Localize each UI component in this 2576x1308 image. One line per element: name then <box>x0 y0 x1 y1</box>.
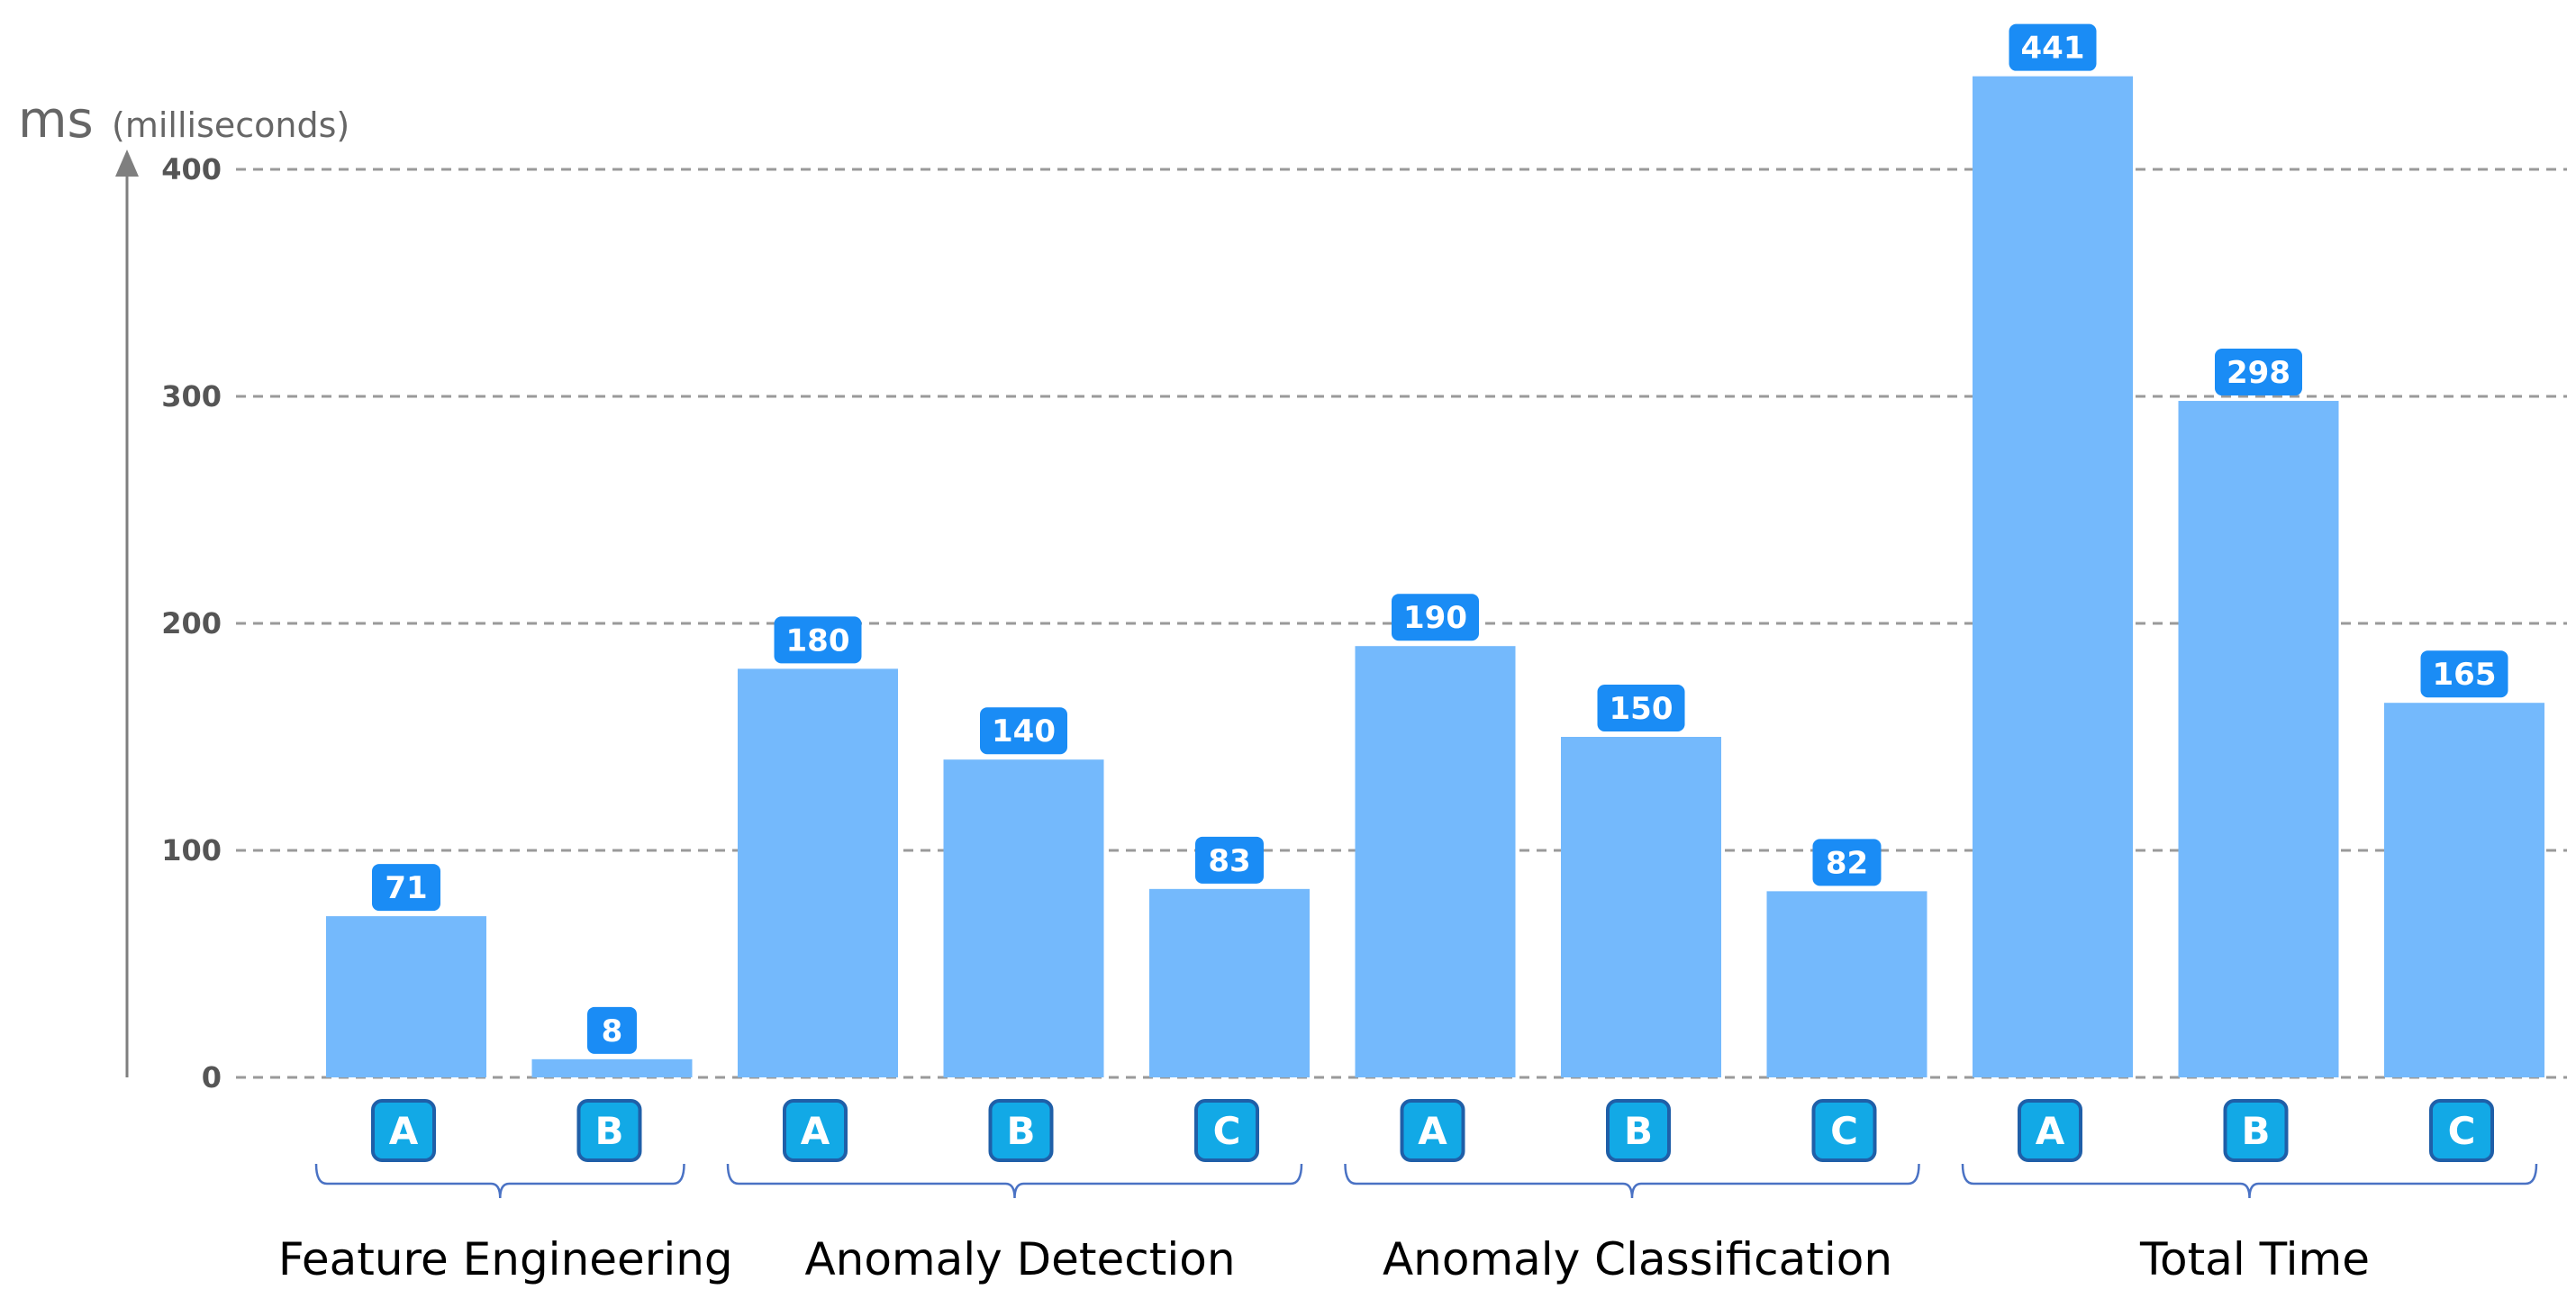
value-label: 8 <box>602 1013 623 1049</box>
group-braces: Feature Engineering Anomaly Detection Anom… <box>278 1163 2538 1285</box>
category-label: A <box>1418 1109 1447 1153</box>
bar-feature-engineering-b <box>531 1058 693 1077</box>
y-tick-label: 400 <box>161 152 222 186</box>
value-label: 441 <box>2021 31 2085 67</box>
value-label-badge <box>1597 685 1685 731</box>
group-bracket <box>1344 1163 1920 1199</box>
y-unit-note: (milliseconds) <box>112 105 349 145</box>
y-unit-label: ms <box>18 91 94 150</box>
category-label: A <box>389 1109 419 1153</box>
value-label: 165 <box>2433 657 2497 693</box>
value-label: 190 <box>1403 600 1467 636</box>
category-badge <box>1811 1099 1877 1162</box>
value-label: 71 <box>385 870 427 906</box>
group-label: Anomaly Detection <box>804 1233 1235 1285</box>
category-label: A <box>801 1109 830 1153</box>
category-label: B <box>1624 1109 1653 1153</box>
value-label-badge <box>1195 836 1264 884</box>
value-label: 83 <box>1208 843 1250 879</box>
y-axis-arrow-icon <box>115 150 139 177</box>
category-label: B <box>1006 1109 1035 1153</box>
group-bracket <box>1961 1163 2538 1199</box>
category-label: C <box>1830 1109 1858 1153</box>
category-label: A <box>2036 1109 2065 1153</box>
value-label-badge <box>2215 349 2302 396</box>
group-label: Total Time <box>2139 1233 2370 1285</box>
value-label-badge <box>980 707 1067 755</box>
value-label-badge <box>1812 839 1882 886</box>
category-label: C <box>2448 1109 2476 1153</box>
bar-feature-engineering-a <box>326 916 486 1077</box>
category-badge <box>1606 1099 1671 1162</box>
category-badge <box>576 1099 642 1162</box>
category-badge <box>783 1099 848 1162</box>
bar-anomaly-detection-b <box>943 759 1104 1077</box>
y-tick-label: 300 <box>161 379 222 413</box>
value-label-badge <box>587 1006 637 1054</box>
y-axis: ms (milliseconds) 0 100 200 300 400 <box>18 91 349 1095</box>
bar-total-time-a <box>1973 76 2133 1077</box>
category-badge <box>2223 1099 2289 1162</box>
bar-anomaly-detection-a <box>738 668 898 1077</box>
category-label: B <box>2241 1109 2270 1153</box>
bar-total-time-b <box>2178 401 2339 1077</box>
value-label-badge <box>2420 650 2508 698</box>
category-badge <box>2429 1099 2494 1162</box>
value-label: 140 <box>992 713 1056 749</box>
category-label: C <box>1213 1109 1241 1153</box>
category-badge <box>2018 1099 2082 1162</box>
value-label: 298 <box>2227 355 2290 391</box>
category-badge <box>988 1099 1054 1162</box>
group-bracket <box>726 1163 1303 1199</box>
value-label-badge <box>2009 23 2097 71</box>
value-label-badge <box>774 616 862 664</box>
group-label: Anomaly Classification <box>1383 1233 1892 1285</box>
y-tick-label: 100 <box>161 833 222 867</box>
value-label-badge <box>372 864 440 912</box>
category-label: B <box>594 1109 623 1153</box>
value-label-badge <box>1392 594 1479 641</box>
bar-anomaly-detection-c <box>1149 888 1310 1077</box>
category-badge <box>1194 1099 1259 1162</box>
bars <box>326 76 2544 1077</box>
group-label: Feature Engineering <box>278 1233 733 1285</box>
bar-anomaly-classification-c <box>1766 891 1927 1077</box>
value-label: 82 <box>1826 845 1868 881</box>
category-badge <box>371 1099 436 1162</box>
bar-total-time-c <box>2384 703 2544 1077</box>
y-tick-label: 0 <box>202 1060 222 1095</box>
value-labels: 71 8 180 140 83 190 150 82 441 298 165 <box>372 23 2508 1054</box>
bar-anomaly-classification-b <box>1561 737 1721 1077</box>
bar-anomaly-classification-a <box>1355 646 1516 1077</box>
group-bracket <box>314 1163 685 1199</box>
y-tick-label: 200 <box>161 606 222 640</box>
value-label: 150 <box>1610 691 1673 727</box>
value-label: 180 <box>786 622 850 659</box>
category-badge <box>1400 1099 1465 1162</box>
